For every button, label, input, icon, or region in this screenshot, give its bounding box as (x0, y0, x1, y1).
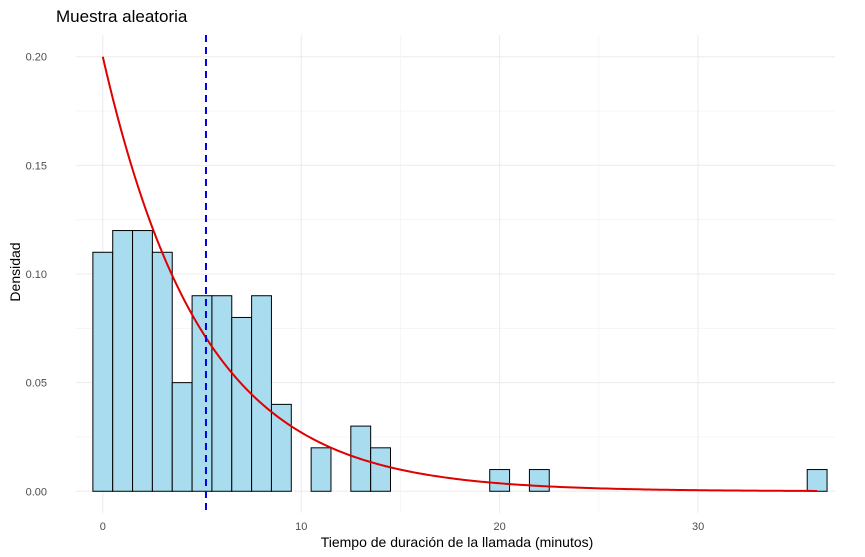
histogram-bar (112, 230, 134, 492)
y-tick-label: 0.00 (26, 486, 47, 498)
histogram-bar (171, 382, 193, 492)
y-tick-label: 0.10 (26, 269, 47, 281)
x-axis-title: Tiempo de duración de la llamada (minuto… (321, 534, 594, 550)
x-tick-label: 0 (100, 521, 106, 533)
histogram-bar (251, 295, 272, 492)
histogram-bar (231, 316, 253, 492)
histogram-bar (370, 447, 392, 492)
chart-title: Muestra aleatoria (56, 7, 188, 26)
x-axis-ticks: 0 10 20 30 (100, 521, 704, 533)
x-tick-label: 10 (295, 521, 307, 533)
histogram-bar (806, 469, 828, 492)
x-tick-label: 30 (692, 521, 704, 533)
histogram-bar (132, 230, 153, 492)
density-curve (101, 56, 818, 492)
y-axis-title: Densidad (7, 242, 23, 301)
histogram-bar (151, 251, 173, 492)
y-axis-ticks: 0.00 0.05 0.10 0.15 0.20 (26, 52, 47, 499)
y-tick-label: 0.05 (26, 378, 47, 390)
histogram-bar (310, 447, 332, 492)
histogram-bar (211, 295, 233, 492)
histogram-bar (92, 251, 114, 492)
x-tick-label: 20 (494, 521, 506, 533)
y-tick-label: 0.20 (26, 52, 47, 64)
histogram-bars (92, 230, 828, 492)
y-tick-label: 0.15 (26, 160, 47, 172)
histogram-bar (489, 469, 511, 492)
histogram-bar (191, 295, 213, 492)
density-curve-layer (101, 56, 818, 492)
histogram-bar (270, 403, 292, 492)
histogram-bar (528, 469, 550, 492)
